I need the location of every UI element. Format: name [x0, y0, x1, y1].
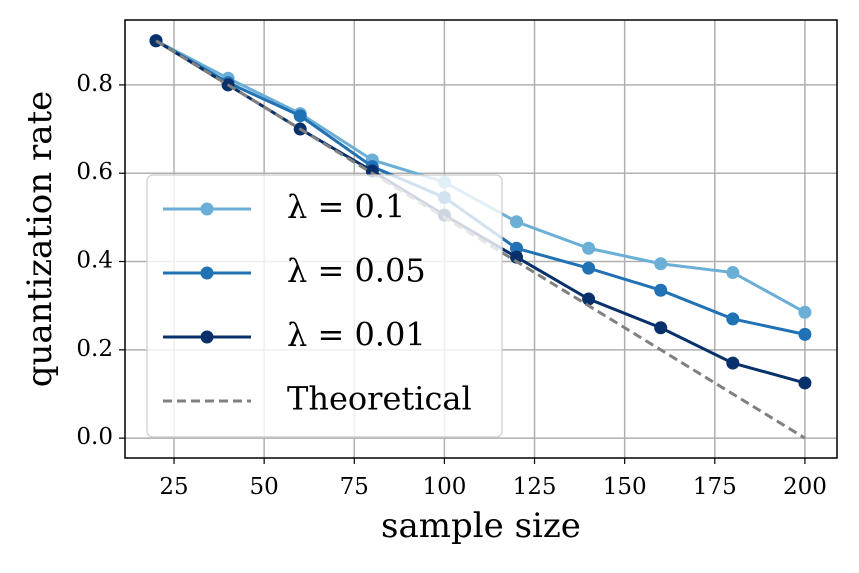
- point: [654, 283, 668, 297]
- x-tick-label: 200: [783, 474, 827, 500]
- x-tick-label: 100: [422, 474, 466, 500]
- point: [726, 266, 740, 280]
- plot-frame: [124, 19, 838, 459]
- legend-box: [146, 174, 503, 438]
- point: [582, 292, 596, 306]
- point: [654, 257, 668, 271]
- x-tick-label: 25: [159, 474, 188, 500]
- point: [726, 356, 740, 370]
- y-tick-label: 0.8: [76, 71, 113, 97]
- point: [798, 376, 812, 390]
- x-tick-label: 150: [603, 474, 647, 500]
- legend-label: λ = 0.1: [287, 188, 405, 226]
- legend-marker: [200, 266, 214, 280]
- legend: λ = 0.1 λ = 0.05 λ = 0.01 Theoretical: [146, 174, 503, 438]
- x-tick-label: 125: [513, 474, 557, 500]
- point: [510, 215, 524, 229]
- point: [654, 321, 668, 335]
- point: [510, 250, 524, 264]
- point: [726, 312, 740, 326]
- x-tick-label: 75: [340, 474, 369, 500]
- legend-label: Theoretical: [287, 380, 472, 418]
- legend-marker: [200, 202, 214, 216]
- point: [798, 305, 812, 319]
- y-tick-label: 0.4: [76, 248, 113, 274]
- y-tick-label: 0.6: [76, 159, 113, 185]
- legend-label: λ = 0.01: [287, 316, 426, 354]
- legend-marker: [200, 330, 214, 344]
- point: [582, 261, 596, 275]
- y-axis-label: quantization rate: [20, 91, 60, 388]
- point: [582, 241, 596, 255]
- y-tick-label: 0.2: [76, 336, 113, 362]
- x-tick-label: 50: [250, 474, 279, 500]
- x-axis-label: sample size: [381, 506, 581, 546]
- point: [798, 327, 812, 341]
- legend-label: λ = 0.05: [287, 252, 426, 290]
- point: [293, 109, 307, 123]
- y-tick-label: 0.0: [76, 424, 113, 450]
- x-tick-label: 175: [693, 474, 737, 500]
